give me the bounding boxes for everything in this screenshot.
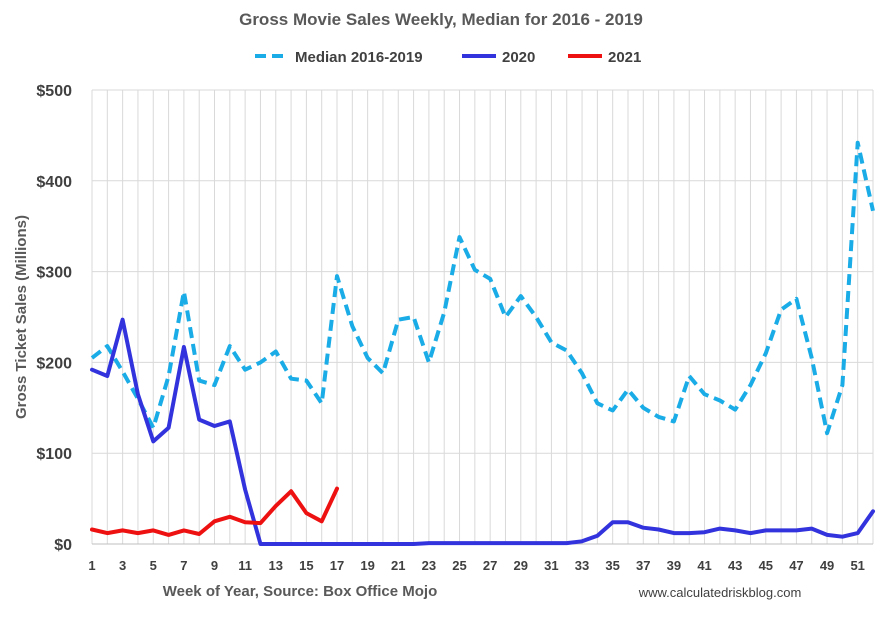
- x-tick-label: 43: [728, 558, 742, 573]
- x-tick-label: 19: [360, 558, 374, 573]
- legend-label: 2021: [608, 49, 641, 66]
- x-tick-label: 49: [820, 558, 834, 573]
- x-tick-label: 17: [330, 558, 344, 573]
- series-lines: [90, 140, 875, 546]
- y-tick-label: $400: [36, 174, 72, 191]
- x-tick-label: 37: [636, 558, 650, 573]
- x-tick-label: 41: [697, 558, 711, 573]
- y-tick-label: $500: [36, 83, 72, 100]
- series-line-1: [90, 317, 875, 546]
- x-axis-title: Week of Year, Source: Box Office Mojo: [163, 583, 438, 600]
- legend: Median 2016-2019 2020 2021: [255, 49, 641, 66]
- series-line-2: [90, 486, 339, 537]
- x-tick-label: 7: [180, 558, 187, 573]
- y-tick-label: $0: [54, 537, 72, 554]
- x-tick-label: 9: [211, 558, 218, 573]
- x-tick-label: 23: [422, 558, 436, 573]
- x-tick-label: 47: [789, 558, 803, 573]
- x-tick-label: 3: [119, 558, 126, 573]
- y-axis-title: Gross Ticket Sales (Millions): [13, 215, 30, 419]
- x-tick-label: 27: [483, 558, 497, 573]
- legend-label: 2020: [502, 49, 535, 66]
- x-tick-label: 45: [759, 558, 773, 573]
- legend-label: Median 2016-2019: [295, 49, 423, 66]
- x-tick-label: 21: [391, 558, 405, 573]
- x-tick-label: 31: [544, 558, 558, 573]
- x-tick-label: 25: [452, 558, 466, 573]
- y-tick-label: $100: [36, 446, 72, 463]
- x-tick-label: 1: [88, 558, 95, 573]
- x-tick-label: 29: [514, 558, 528, 573]
- x-tick-label: 39: [667, 558, 681, 573]
- gridlines: [91, 89, 874, 545]
- chart-title: Gross Movie Sales Weekly, Median for 201…: [239, 10, 643, 29]
- x-tick-label: 5: [150, 558, 157, 573]
- x-tick-label: 13: [269, 558, 283, 573]
- y-tick-label: $300: [36, 265, 72, 282]
- x-tick-label: 33: [575, 558, 589, 573]
- source-note: www.calculatedriskblog.com: [638, 585, 802, 600]
- x-tick-label: 35: [605, 558, 619, 573]
- x-axis-ticks: 1 3 5 7 9 11 13 15 17 19 21 23 25 27 29 31 33 35 37 39 41 43 4…: [88, 558, 865, 573]
- x-tick-label: 15: [299, 558, 313, 573]
- series-line-0: [90, 140, 875, 436]
- y-tick-label: $200: [36, 355, 72, 372]
- x-tick-label: 11: [238, 558, 252, 573]
- y-axis-ticks: $0 $100 $200 $300 $400 $500: [36, 83, 72, 554]
- x-tick-label: 51: [850, 558, 864, 573]
